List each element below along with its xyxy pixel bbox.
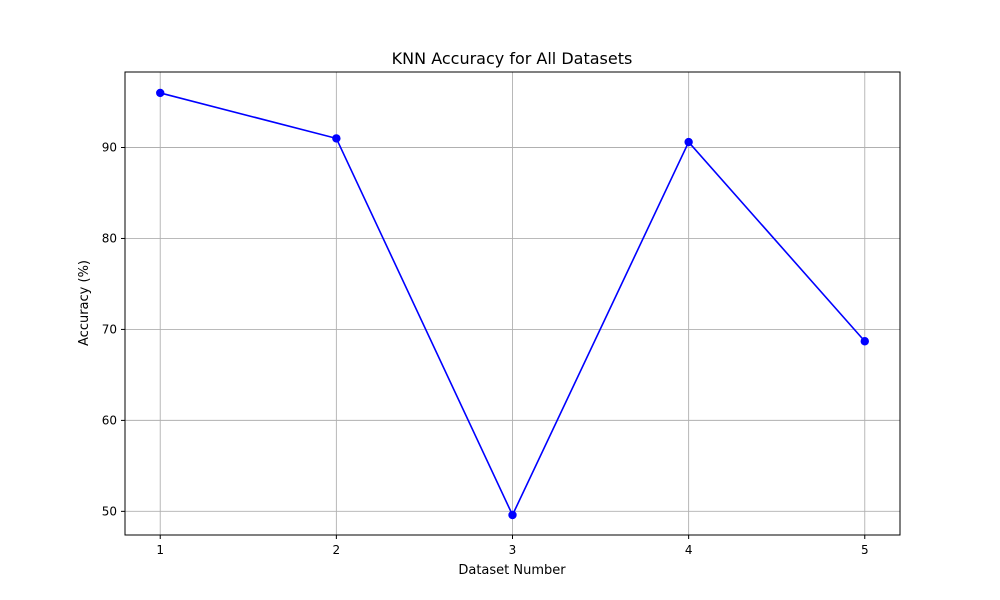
y-axis-label: Accuracy (%) bbox=[77, 260, 92, 346]
x-tick-label: 5 bbox=[861, 543, 869, 557]
tick-layer: 1 2 3 4 5 50 60 70 80 90 bbox=[102, 140, 869, 557]
y-tick-label: 50 bbox=[102, 504, 117, 518]
data-point bbox=[156, 88, 165, 98]
y-tick-label: 90 bbox=[102, 140, 117, 154]
y-tick-label: 60 bbox=[102, 413, 117, 427]
x-tick-label: 1 bbox=[156, 543, 164, 557]
grid-layer bbox=[125, 72, 900, 535]
chart-title: KNN Accuracy for All Datasets bbox=[392, 49, 633, 68]
data-point bbox=[332, 134, 341, 143]
data-point bbox=[860, 337, 869, 346]
x-tick-label: 4 bbox=[685, 543, 693, 557]
y-tick-label: 80 bbox=[102, 231, 117, 245]
data-point bbox=[684, 137, 693, 147]
x-axis-label: Dataset Number bbox=[458, 563, 566, 578]
series-layer bbox=[156, 88, 869, 520]
data-point bbox=[508, 510, 517, 520]
x-tick-label: 3 bbox=[509, 543, 517, 557]
x-tick-label: 2 bbox=[333, 543, 341, 557]
y-tick-label: 70 bbox=[102, 322, 117, 336]
